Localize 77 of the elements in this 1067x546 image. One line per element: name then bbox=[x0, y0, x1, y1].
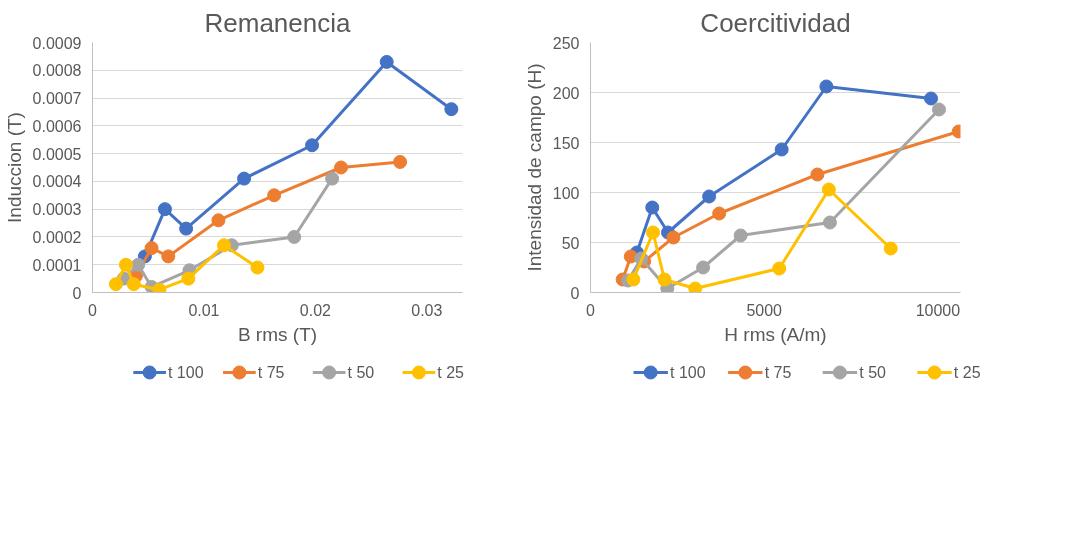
x-tick-label: 10000 bbox=[915, 301, 961, 319]
y-tick-label: 200 bbox=[552, 84, 580, 102]
x-tick-label: 0 bbox=[586, 301, 596, 319]
y-tick-label: 0.0003 bbox=[32, 201, 82, 219]
point bbox=[772, 261, 787, 276]
legend-label: t 100 bbox=[167, 364, 204, 381]
point bbox=[819, 79, 834, 94]
y-axis-title: Induccion (T) bbox=[3, 112, 25, 223]
y-tick-label: 0 bbox=[72, 284, 82, 302]
y-tick-label: 0.0006 bbox=[32, 117, 82, 135]
y-tick-label: 0.0002 bbox=[32, 228, 82, 246]
x-tick-label: 0.02 bbox=[299, 301, 332, 319]
point bbox=[144, 241, 159, 256]
point bbox=[126, 277, 141, 292]
x-tick-label: 0 bbox=[88, 301, 98, 319]
legend-label: t 25 bbox=[953, 364, 981, 381]
point bbox=[179, 221, 194, 236]
point bbox=[702, 189, 717, 204]
point bbox=[712, 206, 727, 221]
point bbox=[924, 91, 939, 106]
legend-label: t 25 bbox=[437, 364, 465, 381]
legend-label: t 75 bbox=[764, 364, 792, 381]
y-axis-title: Intensidad de campo (H) bbox=[523, 63, 545, 272]
point bbox=[161, 249, 176, 264]
point bbox=[379, 54, 394, 69]
y-tick-label: 0.0004 bbox=[32, 173, 82, 191]
y-tick-label: 0.0005 bbox=[32, 145, 82, 163]
y-tick-label: 100 bbox=[552, 184, 580, 202]
chart-title: Coercitividad bbox=[700, 7, 851, 38]
point bbox=[774, 142, 789, 157]
point bbox=[211, 213, 226, 228]
point bbox=[645, 200, 660, 215]
point bbox=[626, 272, 641, 287]
point bbox=[733, 228, 748, 243]
point bbox=[822, 215, 837, 230]
point bbox=[181, 271, 196, 286]
x-tick-label: 5000 bbox=[746, 301, 783, 319]
point bbox=[646, 225, 660, 240]
y-tick-label: 0.0009 bbox=[32, 34, 82, 52]
y-tick-label: 0 bbox=[570, 284, 580, 302]
point bbox=[237, 171, 252, 186]
legend-label: t 75 bbox=[257, 364, 285, 381]
point bbox=[821, 182, 836, 197]
point bbox=[217, 238, 232, 253]
point bbox=[883, 241, 898, 256]
legend-label: t 100 bbox=[670, 364, 706, 381]
point bbox=[325, 171, 340, 186]
x-axis-title: H rms (A/m) bbox=[724, 323, 827, 345]
point bbox=[444, 102, 459, 117]
point bbox=[696, 260, 711, 275]
point bbox=[688, 281, 703, 293]
point bbox=[810, 167, 825, 182]
x-axis-title: B rms (T) bbox=[237, 323, 318, 345]
y-tick-label: 150 bbox=[552, 134, 580, 152]
y-tick-label: 250 bbox=[552, 34, 580, 52]
x-tick-label: 0.03 bbox=[411, 301, 443, 319]
point bbox=[157, 202, 172, 217]
y-tick-label: 0.0008 bbox=[32, 62, 82, 80]
point bbox=[287, 229, 302, 244]
point bbox=[931, 102, 946, 117]
chart-title: Remanencia bbox=[204, 7, 352, 38]
legend-label: t 50 bbox=[347, 364, 375, 381]
point bbox=[657, 272, 672, 287]
point bbox=[250, 260, 265, 275]
legend-label: t 50 bbox=[859, 364, 887, 381]
point bbox=[267, 188, 282, 203]
point bbox=[334, 160, 349, 175]
point bbox=[118, 257, 133, 272]
x-tick-label: 0.01 bbox=[188, 301, 220, 319]
y-tick-label: 0.0007 bbox=[32, 90, 82, 108]
point bbox=[666, 230, 681, 245]
point bbox=[108, 277, 123, 292]
point bbox=[305, 138, 320, 153]
point bbox=[131, 257, 146, 272]
y-tick-label: 0.0001 bbox=[32, 256, 82, 274]
y-tick-label: 50 bbox=[561, 234, 580, 252]
point bbox=[393, 154, 408, 169]
